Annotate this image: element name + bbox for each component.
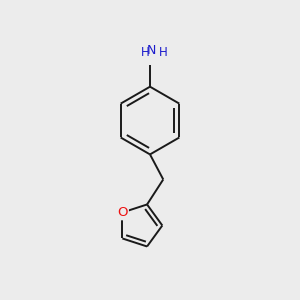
Text: H: H [141, 46, 150, 59]
Text: N: N [147, 44, 156, 57]
Text: O: O [117, 206, 128, 219]
Text: H: H [159, 46, 168, 59]
